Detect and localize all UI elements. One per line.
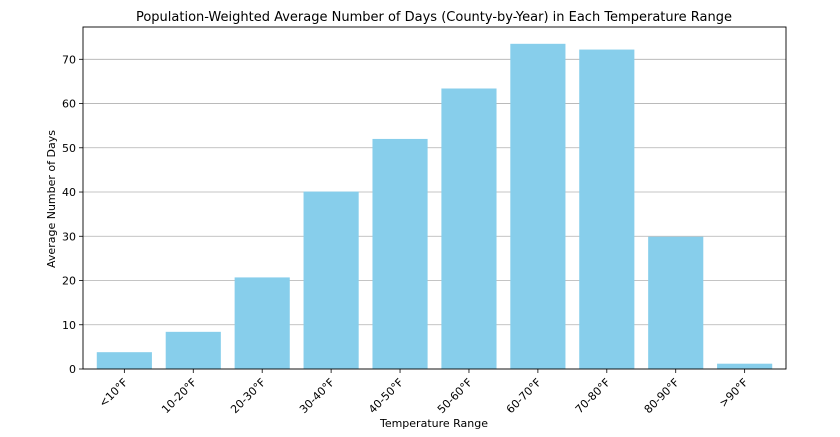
y-tick-label: 10: [62, 319, 76, 332]
bars: [96, 43, 773, 370]
y-tick-label: 30: [62, 230, 76, 243]
chart-title: Population-Weighted Average Number of Da…: [136, 10, 732, 25]
x-axis-label: Temperature Range: [379, 417, 488, 430]
x-tick-label: >90°F: [717, 376, 751, 410]
y-tick-label: 70: [62, 53, 76, 66]
bar-3: [303, 191, 359, 369]
y-tick-label: 0: [69, 363, 76, 376]
bar-0: [96, 352, 152, 369]
x-tick-label: 30-40°F: [297, 376, 337, 416]
y-tick-label: 60: [62, 98, 76, 111]
x-tick-label: 80-90°F: [642, 376, 682, 416]
bar-5: [441, 88, 497, 370]
bar-2: [234, 277, 290, 369]
y-tick-label: 50: [62, 142, 76, 155]
bar-7: [579, 49, 635, 370]
x-tick-label: 50-60°F: [435, 376, 475, 416]
x-ticks: <10°F 10-20°F 20-30°F 30-40°F 40-50°F 50-60°F…: [96, 369, 751, 416]
bar-8: [648, 236, 704, 369]
x-tick-label: 40-50°F: [366, 376, 406, 416]
y-tick-label: 20: [62, 275, 76, 288]
bar-4: [372, 138, 428, 369]
gridlines: [83, 58, 786, 370]
y-axis-label: Average Number of Days: [45, 130, 58, 268]
plot-frame: [82, 26, 787, 370]
y-tick-label: 40: [62, 186, 76, 199]
x-tick-label: 60-70°F: [504, 376, 544, 416]
x-tick-label: 20-30°F: [228, 376, 268, 416]
x-tick-label: 10-20°F: [159, 376, 199, 416]
y-ticks: 0 10 20 30 40 50 60 70: [62, 53, 83, 376]
x-tick-label: 70-80°F: [573, 376, 613, 416]
axes: [82, 26, 787, 370]
x-tick-label: <10°F: [96, 376, 130, 410]
bar-9: [717, 363, 773, 369]
bar-1: [165, 331, 221, 369]
bar-6: [510, 43, 566, 370]
